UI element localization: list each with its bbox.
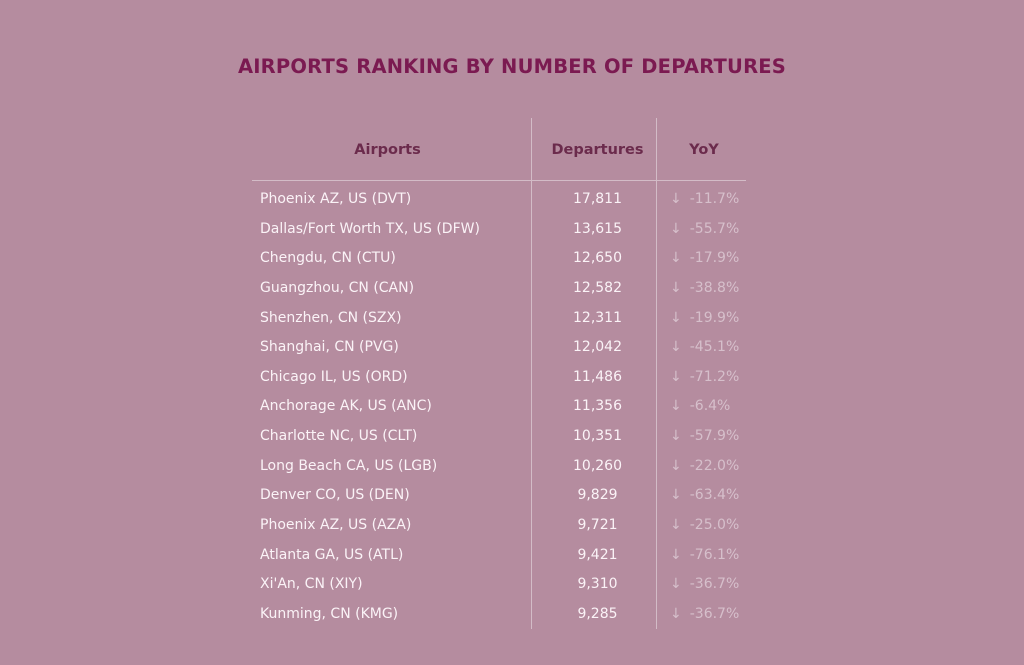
arrow-down-icon: ↓ [670,487,682,504]
arrow-down-icon: ↓ [670,398,682,415]
yoy-cell: ↓ -17.9% [670,250,739,266]
departures-cell: 12,650 [573,250,622,267]
yoy-value: -45.1% [689,339,740,356]
yoy-cell: ↓ -76.1% [670,547,739,563]
departures-cell: 12,311 [573,309,622,326]
arrow-down-icon: ↓ [670,339,682,356]
departures-cell: 9,421 [577,546,618,563]
yoy-cell: ↓ -25.0% [670,517,739,533]
yoy-cell: ↓ -36.7% [670,576,739,592]
departures-cell: 11,486 [573,368,622,385]
table-row: Phoenix AZ, US (DVT) 17,811 ↓ -11.7% [0,188,1024,218]
departures-cell: 9,829 [577,487,618,504]
table-row: Charlotte NC, US (CLT) 10,351 ↓ -57.9% [0,425,1024,455]
airport-cell: Denver CO, US (DEN) [260,487,410,504]
yoy-value: -38.8% [689,279,740,296]
table-row: Guangzhou, CN (CAN) 12,582 ↓ -38.8% [0,277,1024,307]
arrow-down-icon: ↓ [670,279,682,296]
header-yoy: YoY [689,142,719,158]
yoy-cell: ↓ -11.7% [670,191,739,207]
airport-cell: Chicago IL, US (ORD) [260,368,408,385]
airport-cell: Shenzhen, CN (SZX) [260,309,402,326]
yoy-value: -11.7% [689,191,740,207]
yoy-value: -71.2% [689,368,740,385]
table-row: Chicago IL, US (ORD) 11,486 ↓ -71.2% [0,366,1024,396]
arrow-down-icon: ↓ [670,457,682,474]
arrow-down-icon: ↓ [670,605,682,622]
airport-cell: Dallas/Fort Worth TX, US (DFW) [260,220,480,237]
table-row: Anchorage AK, US (ANC) 11,356 ↓ -6.4% [0,395,1024,425]
departures-cell: 9,285 [577,605,618,622]
yoy-value: -57.9% [689,428,740,445]
yoy-value: -63.4% [689,487,740,504]
airport-cell: Shanghai, CN (PVG) [260,339,399,356]
airport-cell: Long Beach CA, US (LGB) [260,457,438,474]
table-row: Dallas/Fort Worth TX, US (DFW) 13,615 ↓ -55… [0,218,1024,248]
yoy-cell: ↓ -38.8% [670,280,739,296]
departures-cell: 11,356 [573,398,622,415]
header-airports: Airports [354,142,421,158]
airport-cell: Phoenix AZ, US (DVT) [260,191,412,207]
departures-cell: 13,615 [573,220,622,237]
departures-cell: 9,310 [577,576,618,593]
airport-cell: Guangzhou, CN (CAN) [260,279,415,296]
yoy-value: -36.7% [689,576,740,593]
departures-cell: 17,811 [573,191,622,207]
yoy-cell: ↓ -63.4% [670,487,739,503]
arrow-down-icon: ↓ [670,517,682,534]
arrow-down-icon: ↓ [670,428,682,445]
arrow-down-icon: ↓ [670,250,682,267]
airport-cell: Xi'An, CN (XIY) [260,576,363,593]
table-row: Kunming, CN (KMG) 9,285 ↓ -36.7% [0,603,1024,633]
header-divider [252,180,746,181]
airport-cell: Anchorage AK, US (ANC) [260,398,432,415]
arrow-down-icon: ↓ [670,576,682,593]
yoy-cell: ↓ -19.9% [670,310,739,326]
yoy-value: -76.1% [689,546,740,563]
airport-cell: Charlotte NC, US (CLT) [260,428,418,445]
arrow-down-icon: ↓ [670,546,682,563]
airport-cell: Chengdu, CN (CTU) [260,250,396,267]
yoy-value: -36.7% [689,605,740,622]
departures-cell: 12,042 [573,339,622,356]
table-row: Long Beach CA, US (LGB) 10,260 ↓ -22.0% [0,455,1024,485]
yoy-cell: ↓ -6.4% [670,398,730,414]
yoy-value: -55.7% [689,220,740,237]
table-row: Chengdu, CN (CTU) 12,650 ↓ -17.9% [0,247,1024,277]
departures-cell: 10,351 [573,428,622,445]
table-row: Denver CO, US (DEN) 9,829 ↓ -63.4% [0,484,1024,514]
arrow-down-icon: ↓ [670,368,682,385]
yoy-value: -25.0% [689,517,740,534]
yoy-value: -6.4% [689,398,731,415]
chart-title: AIRPORTS RANKING BY NUMBER OF DEPARTURES [237,55,787,78]
yoy-value: -17.9% [689,250,740,267]
yoy-cell: ↓ -71.2% [670,369,739,385]
header-departures: Departures [551,142,644,158]
airport-cell: Kunming, CN (KMG) [260,605,399,622]
airport-cell: Phoenix AZ, US (AZA) [260,517,412,534]
arrow-down-icon: ↓ [670,220,682,237]
arrow-down-icon: ↓ [670,309,682,326]
yoy-value: -22.0% [689,457,740,474]
departures-cell: 10,260 [573,457,622,474]
yoy-cell: ↓ -36.7% [670,606,739,622]
yoy-cell: ↓ -57.9% [670,428,739,444]
table-row: Phoenix AZ, US (AZA) 9,721 ↓ -25.0% [0,514,1024,544]
table-row: Atlanta GA, US (ATL) 9,421 ↓ -76.1% [0,544,1024,574]
yoy-cell: ↓ -55.7% [670,221,739,237]
table-row: Shenzhen, CN (SZX) 12,311 ↓ -19.9% [0,307,1024,337]
arrow-down-icon: ↓ [670,191,682,207]
departures-cell: 9,721 [577,517,618,534]
departures-cell: 12,582 [573,279,622,296]
yoy-cell: ↓ -22.0% [670,458,739,474]
yoy-value: -19.9% [689,309,740,326]
table-row: Xi'An, CN (XIY) 9,310 ↓ -36.7% [0,573,1024,603]
yoy-cell: ↓ -45.1% [670,339,739,355]
table-body: Phoenix AZ, US (DVT) 17,811 ↓ -11.7% Dallas/… [0,188,1024,633]
table-row: Shanghai, CN (PVG) 12,042 ↓ -45.1% [0,336,1024,366]
column-divider [656,118,657,629]
column-divider [531,118,532,629]
airport-cell: Atlanta GA, US (ATL) [260,546,404,563]
